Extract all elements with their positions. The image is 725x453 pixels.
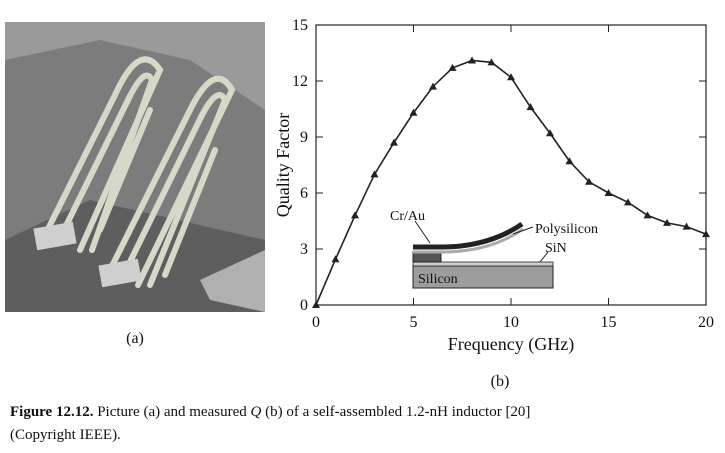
y-tick-label: 12 [292,73,308,90]
data-marker [370,170,379,178]
x-tick-label: 15 [601,314,617,331]
caption: (Copyright IEEE). [10,427,121,444]
y-tick-label: 0 [300,297,308,314]
inset-label: Polysilicon [535,222,598,237]
data-marker [390,138,398,146]
panel-label: (b) [491,373,510,390]
x-tick-label: 0 [312,314,320,331]
x-tick-label: 10 [503,314,519,331]
data-marker [409,108,418,116]
data-marker [487,58,496,66]
data-marker [312,301,320,308]
y-axis-label: Quality Factor [273,113,293,217]
caption-symbol: Q [250,404,262,420]
inset-label: Silicon [418,272,458,287]
data-marker [331,255,340,263]
x-axis-label: Frequency (GHz) [448,334,574,355]
data-marker [448,63,457,71]
caption-text: (b) of a self-assembled 1.2-nH inductor … [261,404,531,420]
data-marker [468,56,476,64]
data-marker [702,230,710,238]
data-marker [604,189,613,196]
y-tick-label: 15 [292,17,308,34]
data-marker [565,157,574,165]
inset [412,220,554,289]
caption: Figure 12.12. Picture (a) and measured Q… [10,404,530,421]
y-tick-label: 3 [300,241,308,258]
inset-label: SiN [545,241,567,256]
data-marker [585,177,593,185]
chart: (a) 0 5 10 15 20 0 3 6 9 12 15 Frequency (GHz) Quali… [5,17,714,390]
data-marker [643,211,652,219]
data-marker [351,211,359,219]
x-tick-label: 5 [410,314,418,331]
x-tick-label: 20 [698,314,714,331]
y-tick-label: 6 [300,185,308,202]
data-marker [507,73,515,81]
data-marker [624,198,632,206]
inset-label: Cr/Au [390,209,425,224]
data-marker [546,129,554,137]
data-marker [663,218,671,226]
caption-text: (Copyright IEEE). [10,427,121,443]
data-marker [429,82,437,90]
data-marker [526,103,535,111]
photo [5,22,265,312]
caption-label: Figure 12.12. [10,404,94,420]
caption-text: Picture (a) and measured [97,404,251,420]
y-tick-label: 9 [300,129,308,146]
data-marker [682,222,691,230]
panel-label: (a) [126,330,144,347]
